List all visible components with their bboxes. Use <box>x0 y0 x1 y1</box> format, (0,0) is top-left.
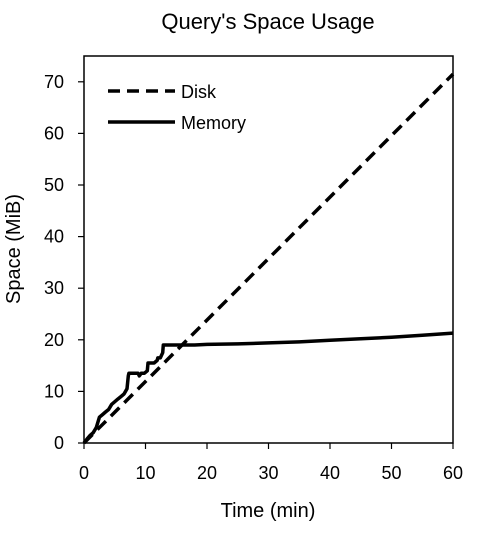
legend-label-memory: Memory <box>181 113 246 133</box>
y-tick-label: 10 <box>44 381 64 401</box>
x-tick-label: 50 <box>381 463 401 483</box>
y-axis-label: Space (MiB) <box>3 194 25 304</box>
series-layer <box>82 72 455 445</box>
y-tick-label: 40 <box>44 227 64 247</box>
series-line-disk <box>82 72 455 445</box>
legend: Disk Memory <box>108 82 246 133</box>
y-tick-label: 50 <box>44 175 64 195</box>
legend-label-disk: Disk <box>181 82 217 102</box>
x-tick-label: 20 <box>197 463 217 483</box>
y-tick-label: 0 <box>54 433 64 453</box>
y-axis-ticks: 0 10 20 30 40 50 60 70 <box>44 72 84 453</box>
x-tick-label: 0 <box>79 463 89 483</box>
x-tick-label: 40 <box>320 463 340 483</box>
x-tick-label: 60 <box>443 463 463 483</box>
x-tick-label: 30 <box>258 463 278 483</box>
y-tick-label: 60 <box>44 123 64 143</box>
plot-area-frame <box>83 55 454 444</box>
y-tick-label: 20 <box>44 330 64 350</box>
series-line-memory <box>82 331 454 445</box>
x-tick-label: 10 <box>135 463 155 483</box>
x-axis-ticks: 0 10 20 30 40 50 60 <box>79 443 463 483</box>
chart-title: Query's Space Usage <box>161 9 374 34</box>
x-axis-label: Time (min) <box>221 500 316 522</box>
y-tick-label: 70 <box>44 72 64 92</box>
y-tick-label: 30 <box>44 278 64 298</box>
